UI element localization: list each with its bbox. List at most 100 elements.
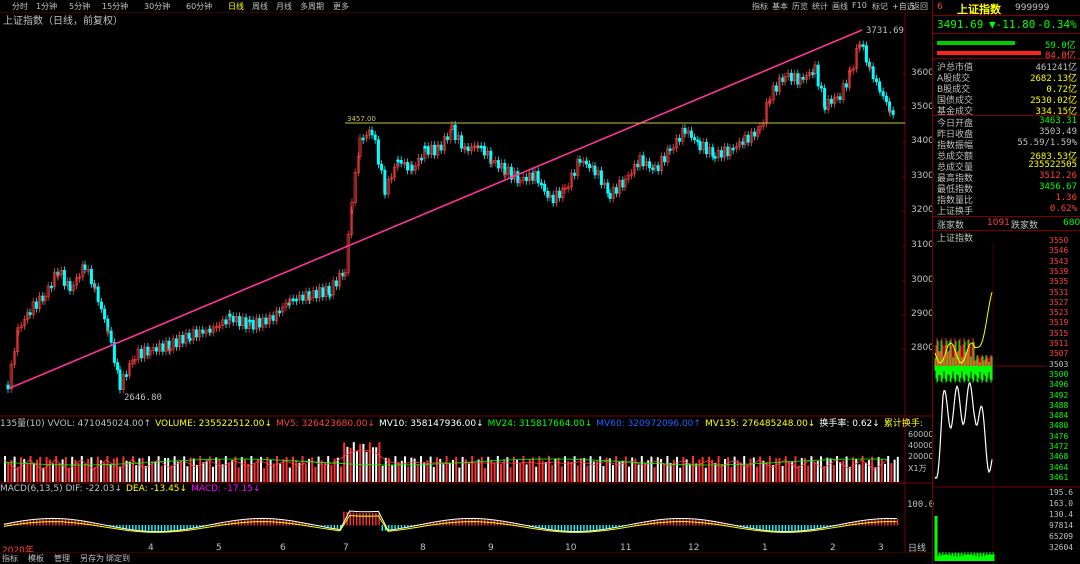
macd-bar <box>157 525 159 532</box>
macd-bar <box>260 519 262 526</box>
period-4[interactable]: 30分钟 <box>144 2 171 11</box>
candle <box>446 136 450 140</box>
period-2[interactable]: 5分钟 <box>69 2 91 11</box>
period-9[interactable]: 多周期 <box>300 2 324 11</box>
toolbar-button-1[interactable]: 基本 <box>772 2 788 11</box>
candle <box>826 98 830 110</box>
volume-bar <box>631 457 634 482</box>
toolbar-button-2[interactable]: 历览 <box>792 2 808 11</box>
volume-bar <box>52 463 54 482</box>
candle <box>22 319 26 327</box>
toolbar-button-4[interactable]: 画线 <box>832 2 848 11</box>
time-tick-5: 8 <box>420 543 426 553</box>
volume-bar <box>612 465 614 482</box>
candle <box>774 85 778 92</box>
volume-bar <box>138 458 141 482</box>
macd-bar <box>356 512 358 526</box>
candle <box>786 72 790 78</box>
mini-axis-tick-2: 3543 <box>1049 256 1069 266</box>
volume-bar <box>116 457 118 482</box>
candle <box>181 334 185 344</box>
stat-key: 总成交额 <box>937 151 974 162</box>
period-10[interactable]: 更多 <box>333 2 349 11</box>
volume-bar <box>432 466 435 482</box>
bottom-tab-1[interactable]: 模板 <box>28 554 44 563</box>
candle <box>674 137 678 149</box>
volume-bar <box>125 460 128 482</box>
stat-row: 最低指数 3456.67 <box>937 182 1077 195</box>
macd-bar <box>426 523 428 526</box>
candle <box>633 163 637 174</box>
buy-volume-bar <box>937 41 1015 45</box>
candle <box>698 141 702 151</box>
volume-bar <box>215 457 218 482</box>
macd-bar <box>586 525 588 532</box>
period-8[interactable]: 月线 <box>276 2 292 11</box>
candle <box>151 347 155 351</box>
toolbar-button-5[interactable]: F10 <box>852 1 867 10</box>
period-6[interactable]: 日线 <box>228 2 244 11</box>
stat-value: 461241亿 <box>1035 63 1077 73</box>
mini-axis-tick-20: 3472 <box>1049 442 1069 451</box>
macd-bar <box>336 525 339 530</box>
bottom-tab-3[interactable]: 另存为 <box>80 554 104 563</box>
macd-bar <box>397 525 399 530</box>
volume-bar <box>544 462 547 482</box>
candle <box>124 374 128 377</box>
candle <box>133 358 137 362</box>
bottom-tab-0[interactable]: 指标 <box>2 554 18 563</box>
macd-bar <box>605 525 607 530</box>
volume-bar <box>474 463 477 482</box>
macd-bar <box>154 525 156 532</box>
toolbar-button-0[interactable]: 指标 <box>752 2 768 11</box>
volume-indicator-3: MV10: 358147936.00↓ <box>378 419 484 429</box>
bottom-tab-bar: 指标 模板 管理 另存为 绑定到 <box>0 552 932 564</box>
stat-row: 总成交量 235522505 <box>937 160 1077 173</box>
volume-bar <box>471 456 474 482</box>
stat-value: 55.59/1.59% <box>1017 137 1077 148</box>
period-7[interactable]: 周线 <box>252 2 268 11</box>
chart-title: 上证指数（日线，前复权） <box>3 16 123 27</box>
period-1[interactable]: 1分钟 <box>36 2 58 11</box>
candle <box>12 351 16 365</box>
volume-bar <box>266 456 269 482</box>
stat-value: 334.15亿 <box>1035 107 1077 118</box>
bottom-tab-4[interactable]: 绑定到 <box>106 554 130 563</box>
period-0[interactable]: 分时 <box>12 2 28 11</box>
candle <box>396 159 400 163</box>
candle <box>864 45 868 63</box>
bottom-tab-2[interactable]: 管理 <box>54 554 70 563</box>
candle <box>500 163 504 169</box>
kline-chart[interactable] <box>0 0 932 563</box>
candle <box>304 291 308 301</box>
candle <box>361 137 365 141</box>
volume-bar <box>829 458 832 482</box>
volume-bar <box>797 465 800 482</box>
candle <box>136 348 140 360</box>
volume-bar <box>368 442 371 482</box>
macd-bar <box>7 523 9 526</box>
candle <box>74 277 78 286</box>
intraday-minichart[interactable] <box>933 243 1080 563</box>
volume-bar <box>269 459 272 482</box>
macd-bar <box>807 525 809 531</box>
macd-bar <box>535 525 537 528</box>
volume-indicator-bar: 135量(10) VVOL: 471045024.00↑ VOLUME: 2355… <box>0 416 932 429</box>
toolbar-button-3[interactable]: 统计 <box>812 2 828 11</box>
stat-value: 3512.26 <box>1039 171 1077 181</box>
toolbar-button-8[interactable]: 返回 <box>912 2 928 11</box>
candle <box>31 301 35 316</box>
macd-bar <box>826 525 828 528</box>
candle <box>56 274 60 277</box>
toolbar-button-7[interactable]: +自选 <box>892 2 915 11</box>
candle <box>278 310 282 314</box>
period-3[interactable]: 15分钟 <box>102 2 129 11</box>
volume-bar <box>64 457 67 482</box>
toolbar-button-6[interactable]: 标记 <box>872 2 888 11</box>
macd-bar <box>365 512 367 526</box>
period-5[interactable]: 60分钟 <box>186 2 213 11</box>
volume-bar <box>330 464 333 482</box>
volume-bar <box>170 465 173 482</box>
volume-bar <box>128 461 131 482</box>
volume-bar <box>68 467 70 482</box>
